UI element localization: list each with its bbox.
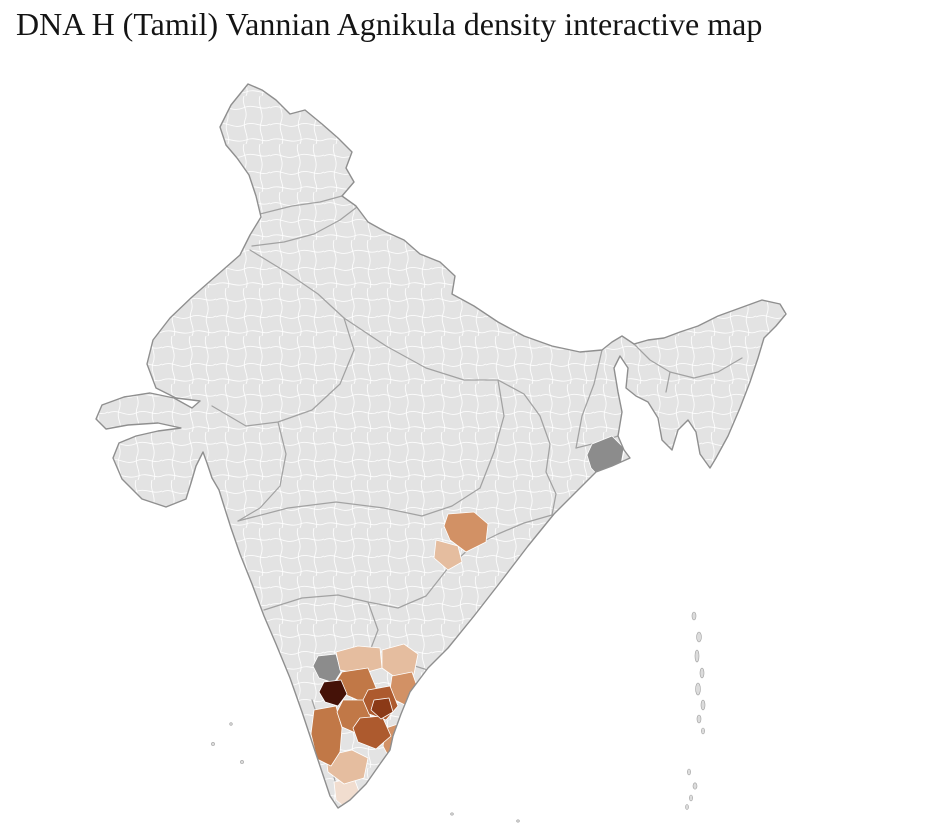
district-boundaries-layer xyxy=(96,84,786,808)
island[interactable] xyxy=(696,714,702,724)
island[interactable] xyxy=(687,768,691,776)
island[interactable] xyxy=(691,611,697,621)
country-inner-layers xyxy=(96,84,786,808)
state-border-line xyxy=(665,371,671,393)
island[interactable] xyxy=(694,649,700,663)
island[interactable] xyxy=(696,631,702,643)
state-border-line xyxy=(343,317,499,381)
page-title: DNA H (Tamil) Vannian Agnikula density i… xyxy=(16,6,763,42)
state-border-line xyxy=(575,349,603,449)
district[interactable] xyxy=(443,511,489,553)
state-border-line xyxy=(633,343,743,379)
island[interactable] xyxy=(701,727,705,735)
density-level-5 xyxy=(370,697,394,720)
island[interactable] xyxy=(240,760,244,764)
district[interactable] xyxy=(325,749,369,785)
state-border-line xyxy=(251,206,358,247)
island[interactable] xyxy=(692,782,698,790)
state-border-line xyxy=(237,421,287,522)
island[interactable] xyxy=(699,667,705,679)
island[interactable] xyxy=(211,742,215,746)
state-border-line xyxy=(263,514,553,611)
density-level-6 xyxy=(318,679,348,707)
lakshadweep-islands[interactable] xyxy=(211,722,520,823)
island[interactable] xyxy=(516,819,520,823)
island[interactable] xyxy=(450,812,454,816)
state-border-line xyxy=(497,379,541,417)
state-border-line xyxy=(539,415,557,516)
state-border-line xyxy=(259,195,343,215)
district[interactable] xyxy=(318,679,348,707)
state-border-line xyxy=(237,487,481,522)
state-border-line xyxy=(211,317,355,427)
island[interactable] xyxy=(689,794,693,802)
district[interactable] xyxy=(370,697,394,720)
state-border-line xyxy=(479,379,505,489)
state-border-line xyxy=(249,249,345,319)
island[interactable] xyxy=(685,804,689,810)
density-level-1 xyxy=(325,539,463,785)
island[interactable] xyxy=(695,682,701,696)
district[interactable] xyxy=(310,705,343,767)
island[interactable] xyxy=(700,699,706,711)
island[interactable] xyxy=(229,722,233,726)
andaman-nicobar-islands[interactable] xyxy=(685,611,706,810)
country[interactable] xyxy=(88,78,798,820)
district[interactable] xyxy=(381,643,419,679)
district[interactable] xyxy=(433,539,463,571)
